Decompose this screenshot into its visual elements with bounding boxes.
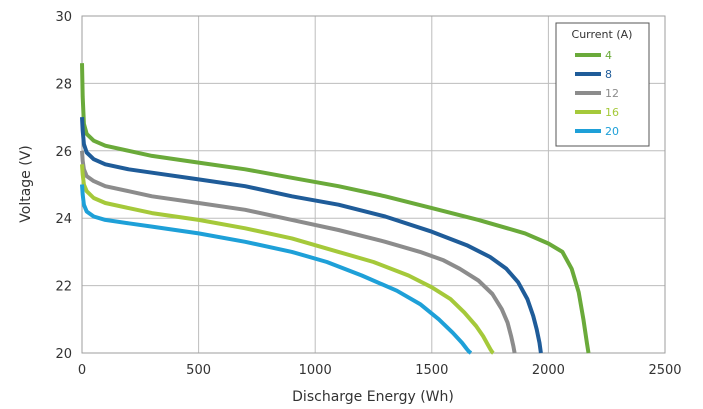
series-line-8 xyxy=(80,116,543,354)
y-tick-labels: 20 22 24 26 28 30 xyxy=(55,10,72,362)
series-lines xyxy=(80,63,591,355)
series-line-16 xyxy=(80,164,495,355)
x-tick-label: 0 xyxy=(78,363,86,378)
x-tick-label: 1500 xyxy=(415,363,448,378)
legend-label-4: 4 xyxy=(605,49,612,62)
y-tick-label: 30 xyxy=(55,10,72,25)
x-axis-title: Discharge Energy (Wh) xyxy=(292,389,454,405)
x-tick-label: 1000 xyxy=(299,363,332,378)
series-line-4 xyxy=(80,63,591,354)
x-tick-label: 2500 xyxy=(648,363,681,378)
x-tick-labels: 0 500 1000 1500 2000 2500 xyxy=(78,363,682,378)
x-tick-label: 500 xyxy=(186,363,211,378)
series-line-12 xyxy=(80,150,517,354)
legend-box xyxy=(555,22,650,147)
legend-items: 4 8 12 16 20 xyxy=(575,49,619,138)
series-line-20 xyxy=(80,184,473,355)
y-tick-label: 24 xyxy=(55,212,72,227)
legend-label-20: 20 xyxy=(605,125,619,138)
legend-label-16: 16 xyxy=(605,106,619,119)
y-tick-label: 20 xyxy=(55,347,72,362)
y-tick-label: 28 xyxy=(55,77,72,92)
y-tick-label: 22 xyxy=(55,280,72,295)
y-axis-title: Voltage (V) xyxy=(18,145,34,222)
x-tick-label: 2000 xyxy=(532,363,565,378)
legend-label-12: 12 xyxy=(605,87,619,100)
legend-title: Current (A) xyxy=(572,28,633,41)
legend: Current (A) 4 8 12 16 20 xyxy=(555,22,650,147)
legend-label-8: 8 xyxy=(605,68,612,81)
y-tick-label: 26 xyxy=(55,145,72,160)
